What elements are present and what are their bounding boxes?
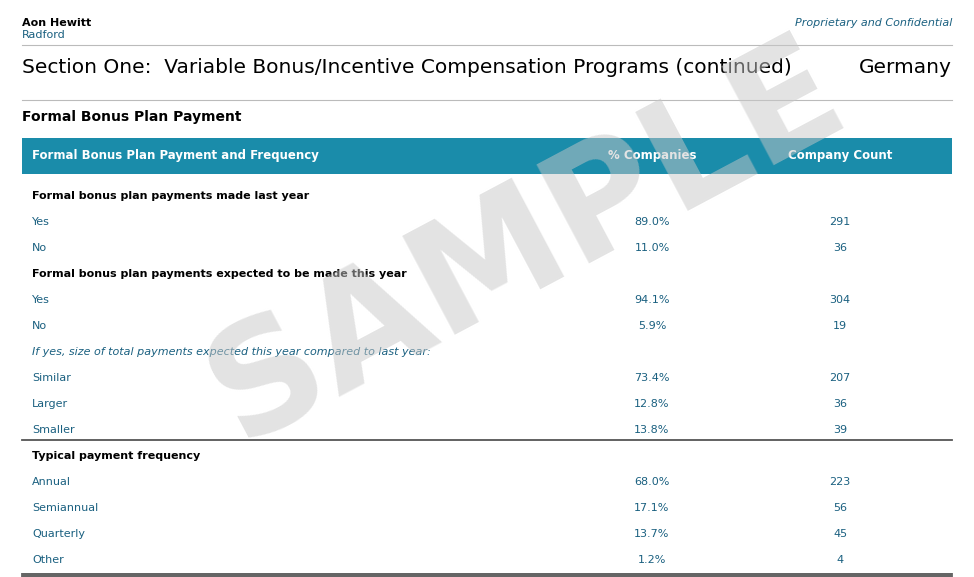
Text: Semiannual: Semiannual [32,503,98,514]
Text: 36: 36 [833,399,847,409]
Text: Yes: Yes [32,295,50,305]
Text: 56: 56 [833,503,847,514]
Text: 1.2%: 1.2% [638,555,666,565]
Text: Larger: Larger [32,399,68,409]
Text: 304: 304 [830,295,850,305]
Text: 12.8%: 12.8% [634,399,670,409]
Text: % Companies: % Companies [608,149,696,163]
Text: 17.1%: 17.1% [634,503,670,514]
Text: 5.9%: 5.9% [638,321,666,331]
Text: Other: Other [32,555,63,565]
Text: 39: 39 [833,425,847,435]
Text: Annual: Annual [32,477,71,488]
Text: 68.0%: 68.0% [634,477,670,488]
Text: 89.0%: 89.0% [634,218,670,227]
Text: No: No [32,243,47,253]
Text: Quarterly: Quarterly [32,529,85,539]
Text: 4: 4 [837,555,843,565]
Text: No: No [32,321,47,331]
Text: 13.7%: 13.7% [634,529,670,539]
Text: Typical payment frequency: Typical payment frequency [32,451,201,461]
Text: 94.1%: 94.1% [634,295,670,305]
Text: 291: 291 [830,218,850,227]
Text: 36: 36 [833,243,847,253]
Text: Smaller: Smaller [32,425,75,435]
Text: Formal bonus plan payments made last year: Formal bonus plan payments made last yea… [32,192,310,201]
Text: Section One:  Variable Bonus/Incentive Compensation Programs (continued): Section One: Variable Bonus/Incentive Co… [22,58,792,77]
FancyBboxPatch shape [22,138,952,174]
Text: 13.8%: 13.8% [634,425,670,435]
Text: Formal bonus plan payments expected to be made this year: Formal bonus plan payments expected to b… [32,269,407,279]
Text: Aon Hewitt: Aon Hewitt [22,18,92,28]
Text: 45: 45 [833,529,847,539]
Text: Formal Bonus Plan Payment: Formal Bonus Plan Payment [22,110,242,124]
Text: Formal Bonus Plan Payment and Frequency: Formal Bonus Plan Payment and Frequency [32,149,318,163]
Text: 73.4%: 73.4% [634,373,670,383]
Text: Proprietary and Confidential: Proprietary and Confidential [795,18,952,28]
Text: 207: 207 [830,373,850,383]
Text: Similar: Similar [32,373,71,383]
Text: Company Count: Company Count [788,149,892,163]
Text: 223: 223 [830,477,850,488]
Text: Radford: Radford [22,30,66,40]
Text: 11.0%: 11.0% [634,243,670,253]
Text: If yes, size of total payments expected this year compared to last year:: If yes, size of total payments expected … [32,347,431,357]
Text: SAMPLE: SAMPLE [185,14,867,471]
Text: Germany: Germany [859,58,952,77]
Text: 19: 19 [833,321,847,331]
Text: Yes: Yes [32,218,50,227]
